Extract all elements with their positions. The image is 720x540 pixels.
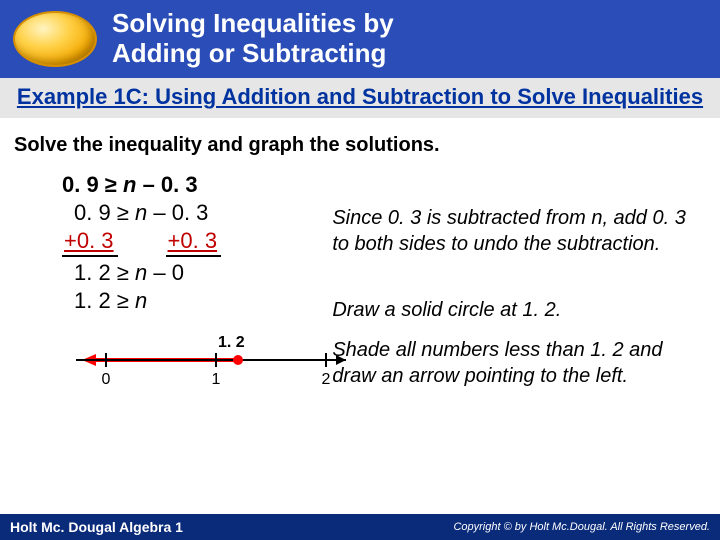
solid-point xyxy=(233,355,243,365)
explain-1: Since 0. 3 is subtracted from n, add 0. … xyxy=(332,205,706,257)
slide-header: Solving Inequalities by Adding or Subtra… xyxy=(0,0,720,78)
explain-3: Shade all numbers less than 1. 2 and dra… xyxy=(332,337,706,389)
content-area: Solve the inequality and graph the solut… xyxy=(0,118,720,403)
footer-left: Holt Mc. Dougal Algebra 1 xyxy=(10,519,183,535)
explain-2: Draw a solid circle at 1. 2. xyxy=(332,297,706,323)
add-right: +0. 3 xyxy=(166,228,222,257)
step-1: 0. 9 ≥ n – 0. 3 xyxy=(62,171,332,199)
solution-steps: 0. 9 ≥ n – 0. 3 0. 9 ≥ n – 0. 3 +0. 3 +0… xyxy=(14,171,332,403)
slide-footer: Holt Mc. Dougal Algebra 1 Copyright © by… xyxy=(0,514,720,540)
step4-var: n xyxy=(135,260,147,285)
step2-var: n xyxy=(135,200,147,225)
step2-post: – 0. 3 xyxy=(147,200,208,225)
step-4: 1. 2 ≥ n – 0 xyxy=(62,259,332,287)
example-heading: Example 1C: Using Addition and Subtracti… xyxy=(10,84,710,110)
example-heading-bar: Example 1C: Using Addition and Subtracti… xyxy=(0,78,720,118)
work-area: 0. 9 ≥ n – 0. 3 0. 9 ≥ n – 0. 3 +0. 3 +0… xyxy=(14,171,706,403)
svg-text:1: 1 xyxy=(212,371,221,388)
step1-pre: 0. 9 ≥ xyxy=(62,172,123,197)
step-5: 1. 2 ≥ n xyxy=(62,287,332,315)
step-add: +0. 3 +0. 3 xyxy=(62,228,332,257)
add-left: +0. 3 xyxy=(62,228,118,257)
axis-arrow-right-icon xyxy=(336,355,346,365)
title-line-2: Adding or Subtracting xyxy=(112,38,386,68)
header-oval-decor xyxy=(6,3,104,75)
step5-pre: 1. 2 ≥ xyxy=(74,288,135,313)
step4-pre: 1. 2 ≥ xyxy=(74,260,135,285)
point-label: 1. 2 xyxy=(218,334,245,352)
slide-title: Solving Inequalities by Adding or Subtra… xyxy=(112,9,394,69)
step4-post: – 0 xyxy=(147,260,184,285)
step5-var: n xyxy=(135,288,147,313)
instruction-text: Solve the inequality and graph the solut… xyxy=(14,134,706,157)
footer-right: Copyright © by Holt Mc.Dougal. All Right… xyxy=(453,521,710,533)
step-2: 0. 9 ≥ n – 0. 3 xyxy=(62,199,332,227)
explanations: Since 0. 3 is subtracted from n, add 0. … xyxy=(332,171,706,403)
svg-text:0: 0 xyxy=(102,371,111,388)
oval-icon xyxy=(13,11,97,67)
step2-pre: 0. 9 ≥ xyxy=(74,200,135,225)
title-line-1: Solving Inequalities by xyxy=(112,8,394,38)
number-line: 1. 2 012 xyxy=(76,338,376,398)
svg-text:2: 2 xyxy=(322,371,331,388)
step1-var: n xyxy=(123,172,136,197)
step1-post: – 0. 3 xyxy=(136,172,197,197)
